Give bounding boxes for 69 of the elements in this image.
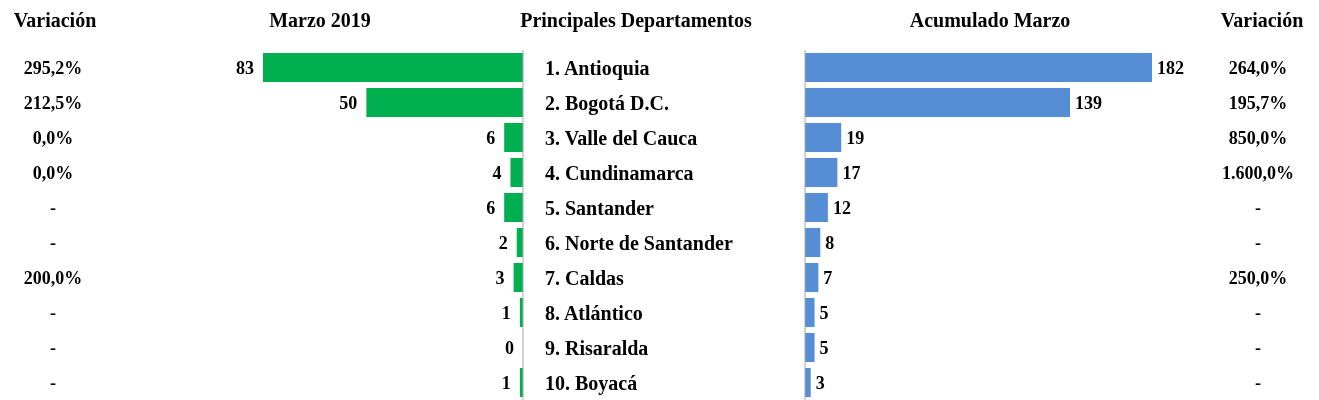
y-tick-label: 4. Cundinamarca xyxy=(545,161,694,184)
text: 0,0% xyxy=(32,162,74,183)
text: 0,0% xyxy=(32,127,74,148)
bar xyxy=(366,87,523,118)
bar xyxy=(263,52,523,83)
data-label: 8 xyxy=(825,232,835,253)
data-label: 50 xyxy=(339,92,358,113)
bar xyxy=(504,192,523,223)
data-label: 2 xyxy=(498,232,508,253)
text: 195,7% xyxy=(1228,92,1288,113)
text: Variación xyxy=(1220,9,1304,31)
text: 850,0% xyxy=(1228,127,1288,148)
data-label: 5 xyxy=(819,302,829,323)
text: - xyxy=(50,302,56,323)
bar xyxy=(805,262,819,293)
data-label: 1 xyxy=(501,302,511,323)
y-tick-label: 6. Norte de Santander xyxy=(545,231,733,254)
text: - xyxy=(1255,372,1261,393)
y-tick-label: 2. Bogotá D.C. xyxy=(545,91,669,115)
chart-title: Marzo 2019 xyxy=(269,9,371,31)
text: - xyxy=(50,337,56,358)
data-label: 3 xyxy=(495,267,505,288)
bar xyxy=(805,52,1152,83)
y-tick-label: 9. Risaralda xyxy=(545,336,649,359)
y-tick-label: 1. Antioquia xyxy=(545,56,650,80)
y-axis-title: Principales Departamentos xyxy=(520,9,753,32)
data-label: 12 xyxy=(832,197,851,218)
bar xyxy=(510,157,523,188)
text: - xyxy=(1255,337,1261,358)
text: Variación xyxy=(13,9,97,31)
bar xyxy=(805,192,828,223)
text: 1.600,0% xyxy=(1222,162,1294,183)
data-label: 1 xyxy=(501,372,511,393)
bar xyxy=(805,227,821,258)
data-label: 6 xyxy=(486,197,496,218)
text: 264,0% xyxy=(1228,57,1288,78)
bar xyxy=(805,87,1071,118)
bar xyxy=(805,297,815,328)
bar xyxy=(504,122,523,153)
text: 200,0% xyxy=(23,267,83,288)
data-label: 139 xyxy=(1075,92,1103,113)
data-label: 83 xyxy=(236,57,254,78)
y-tick-label: 5. Santander xyxy=(545,196,655,219)
data-label: 17 xyxy=(842,162,861,183)
data-label: 0 xyxy=(505,337,514,358)
text: - xyxy=(50,232,56,253)
data-label: 7 xyxy=(823,267,833,288)
y-tick-label: 7. Caldas xyxy=(545,266,625,289)
data-label: 182 xyxy=(1157,57,1184,78)
data-label: 3 xyxy=(815,372,825,393)
text: - xyxy=(50,197,56,218)
text: - xyxy=(1255,232,1261,253)
y-tick-label: 3. Valle del Cauca xyxy=(545,126,698,149)
y-tick-label: 10. Boyacá xyxy=(545,371,638,395)
text: 212,5% xyxy=(23,92,83,113)
data-label: 6 xyxy=(486,127,496,148)
text: - xyxy=(50,372,56,393)
bar xyxy=(805,332,815,363)
y-tick-label: 8. Atlántico xyxy=(545,301,643,324)
bar xyxy=(805,157,838,188)
data-label: 4 xyxy=(492,162,502,183)
text: - xyxy=(1255,302,1261,323)
chart-title: Acumulado Marzo xyxy=(909,9,1071,31)
bar xyxy=(805,122,842,153)
data-label: 5 xyxy=(819,337,829,358)
text: - xyxy=(1255,197,1261,218)
data-label: 19 xyxy=(846,127,865,148)
text: 250,0% xyxy=(1228,267,1288,288)
text: 295,2% xyxy=(23,57,83,78)
